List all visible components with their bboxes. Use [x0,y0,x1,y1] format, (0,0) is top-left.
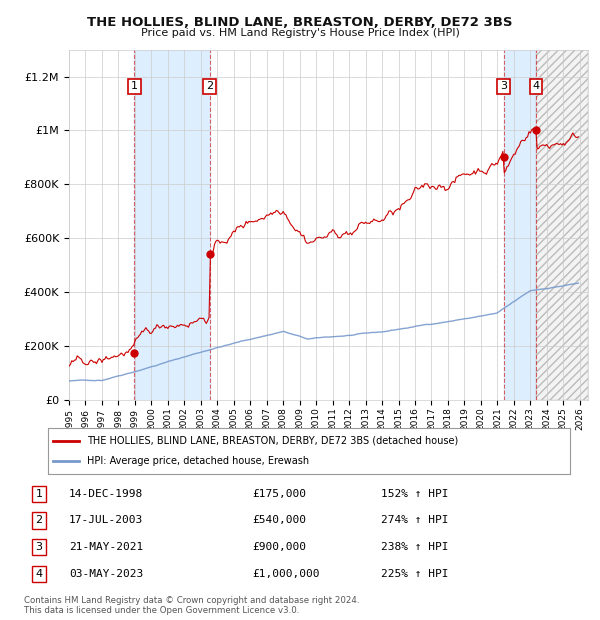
Text: £175,000: £175,000 [252,489,306,499]
Text: 1: 1 [131,81,138,91]
Text: 03-MAY-2023: 03-MAY-2023 [69,569,143,579]
Text: 2: 2 [206,81,213,91]
Text: 4: 4 [532,81,539,91]
Bar [503,50,536,400]
Text: 17-JUL-2003: 17-JUL-2003 [69,515,143,526]
Text: THE HOLLIES, BLIND LANE, BREASTON, DERBY, DE72 3BS: THE HOLLIES, BLIND LANE, BREASTON, DERBY… [87,16,513,29]
Bar [536,50,588,400]
Text: 225% ↑ HPI: 225% ↑ HPI [381,569,449,579]
Text: 3: 3 [35,542,43,552]
Text: 274% ↑ HPI: 274% ↑ HPI [381,515,449,526]
Text: THE HOLLIES, BLIND LANE, BREASTON, DERBY, DE72 3BS (detached house): THE HOLLIES, BLIND LANE, BREASTON, DERBY… [87,436,458,446]
Text: 2: 2 [35,515,43,526]
Text: £900,000: £900,000 [252,542,306,552]
Text: £1,000,000: £1,000,000 [252,569,320,579]
Text: HPI: Average price, detached house, Erewash: HPI: Average price, detached house, Erew… [87,456,309,466]
Text: 238% ↑ HPI: 238% ↑ HPI [381,542,449,552]
Bar [134,50,210,400]
Text: 152% ↑ HPI: 152% ↑ HPI [381,489,449,499]
Bar [536,50,588,400]
Text: 1: 1 [35,489,43,499]
Text: Price paid vs. HM Land Registry's House Price Index (HPI): Price paid vs. HM Land Registry's House … [140,28,460,38]
Text: 4: 4 [35,569,43,579]
Text: Contains HM Land Registry data © Crown copyright and database right 2024.
This d: Contains HM Land Registry data © Crown c… [24,596,359,615]
Text: £540,000: £540,000 [252,515,306,526]
Text: 14-DEC-1998: 14-DEC-1998 [69,489,143,499]
Text: 3: 3 [500,81,507,91]
Text: 21-MAY-2021: 21-MAY-2021 [69,542,143,552]
